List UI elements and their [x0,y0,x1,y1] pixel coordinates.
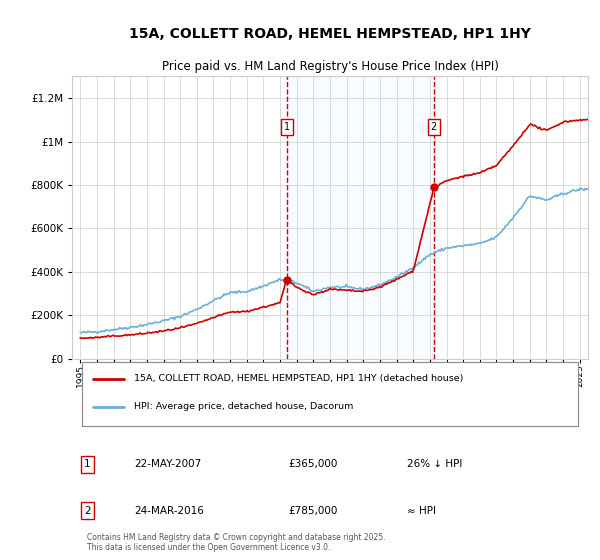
Text: £365,000: £365,000 [289,459,338,469]
Text: 22-MAY-2007: 22-MAY-2007 [134,459,201,469]
Text: 15A, COLLETT ROAD, HEMEL HEMPSTEAD, HP1 1HY (detached house): 15A, COLLETT ROAD, HEMEL HEMPSTEAD, HP1 … [134,374,463,383]
Text: 2: 2 [431,122,437,132]
Text: £785,000: £785,000 [289,506,338,516]
Text: Price paid vs. HM Land Registry's House Price Index (HPI): Price paid vs. HM Land Registry's House … [161,60,499,73]
Bar [287,76,434,359]
Text: 2: 2 [84,506,91,516]
Text: Contains HM Land Registry data © Crown copyright and database right 2025.
This d: Contains HM Land Registry data © Crown c… [88,533,386,552]
Text: ≈ HPI: ≈ HPI [407,506,436,516]
Text: 24-MAR-2016: 24-MAR-2016 [134,506,204,516]
Text: 1: 1 [84,459,91,469]
Text: 15A, COLLETT ROAD, HEMEL HEMPSTEAD, HP1 1HY: 15A, COLLETT ROAD, HEMEL HEMPSTEAD, HP1 … [129,27,531,41]
Text: 26% ↓ HPI: 26% ↓ HPI [407,459,463,469]
Text: HPI: Average price, detached house, Dacorum: HPI: Average price, detached house, Daco… [134,403,353,412]
Text: 1: 1 [283,122,290,132]
